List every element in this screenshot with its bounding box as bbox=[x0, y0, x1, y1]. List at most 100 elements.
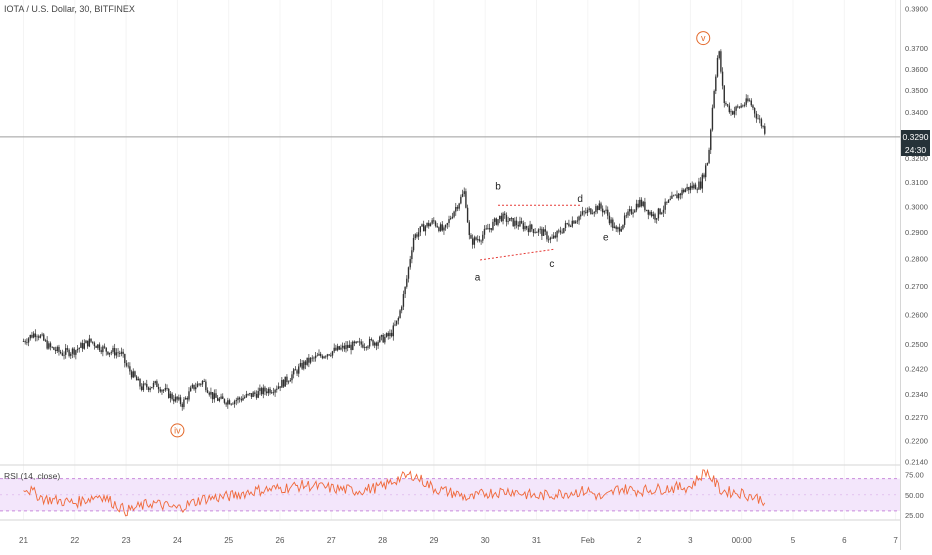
time-tick-label: 6 bbox=[842, 536, 847, 545]
candle-body bbox=[704, 165, 707, 178]
candle-body bbox=[193, 384, 195, 390]
candle-body bbox=[375, 342, 378, 346]
candle-body bbox=[628, 209, 631, 212]
candle-body bbox=[725, 102, 727, 105]
candle-body bbox=[213, 393, 216, 400]
candle-body bbox=[168, 388, 170, 399]
candle-body bbox=[461, 194, 464, 197]
candle-body bbox=[113, 348, 116, 356]
candle-body bbox=[240, 399, 243, 401]
time-tick-label: 2 bbox=[637, 536, 642, 545]
candle-body bbox=[576, 220, 579, 222]
time-tick-label: 22 bbox=[70, 536, 79, 545]
candle-body bbox=[357, 341, 359, 343]
candle-body bbox=[100, 350, 102, 353]
candle-body bbox=[661, 212, 663, 214]
price-tick-label: 0.2140 bbox=[905, 458, 928, 467]
candle-body bbox=[698, 181, 700, 190]
candle-body bbox=[580, 214, 582, 217]
candle-body bbox=[522, 223, 525, 230]
candle-body bbox=[292, 369, 295, 375]
candle-body bbox=[156, 381, 158, 387]
wave-label-circle bbox=[170, 423, 185, 438]
price-tick-label: 0.2900 bbox=[905, 228, 928, 237]
candle-body bbox=[183, 399, 185, 408]
candle-body bbox=[141, 386, 143, 391]
candle-body bbox=[387, 333, 389, 337]
candle-body bbox=[122, 351, 124, 354]
candle-body bbox=[623, 215, 626, 225]
price-tick-label: 0.2340 bbox=[905, 390, 928, 399]
candle-body bbox=[149, 388, 151, 390]
candle-body bbox=[527, 228, 530, 233]
candle-body bbox=[402, 294, 405, 307]
candle-body bbox=[264, 387, 266, 392]
candle-body bbox=[350, 344, 352, 350]
candle-body bbox=[205, 381, 207, 391]
candle-body bbox=[390, 332, 393, 337]
candle-body bbox=[255, 393, 258, 398]
candle-body bbox=[345, 345, 347, 350]
candle-body bbox=[436, 225, 438, 228]
candle-body bbox=[595, 206, 597, 212]
candle-body bbox=[667, 199, 670, 203]
candle-body bbox=[566, 223, 568, 224]
candle-body bbox=[171, 393, 173, 400]
candle-body bbox=[743, 104, 746, 106]
wave-label: a bbox=[475, 273, 481, 284]
candle-body bbox=[29, 334, 31, 339]
candle-body bbox=[355, 341, 357, 344]
candle-body bbox=[515, 220, 518, 226]
candle-body bbox=[715, 76, 717, 92]
wave-label: c bbox=[549, 259, 554, 270]
candle-body bbox=[625, 215, 628, 217]
candle-body bbox=[154, 381, 156, 383]
candle-body bbox=[333, 347, 335, 352]
last-price-tag[interactable]: 0.3290 24:30 bbox=[901, 130, 930, 156]
candle-body bbox=[195, 387, 197, 390]
candle-body bbox=[694, 184, 697, 190]
wave-label: v bbox=[701, 33, 706, 43]
candle-body bbox=[188, 391, 190, 400]
candle-body bbox=[238, 397, 241, 400]
candle-body bbox=[627, 211, 629, 216]
last-price-tag-box bbox=[901, 130, 930, 143]
candle-body bbox=[689, 185, 692, 191]
candle-body bbox=[529, 224, 531, 233]
candle-body bbox=[674, 194, 676, 196]
candle-body bbox=[487, 228, 489, 230]
candle-body bbox=[196, 383, 199, 388]
candle-body bbox=[735, 106, 737, 111]
time-tick-label: 27 bbox=[327, 536, 336, 545]
candle-body bbox=[313, 357, 315, 359]
candle-body bbox=[760, 119, 763, 127]
candle-body bbox=[601, 208, 604, 213]
candle-body bbox=[676, 194, 678, 199]
candle-body bbox=[294, 369, 297, 371]
candle-body bbox=[750, 100, 752, 106]
candle-body bbox=[634, 210, 636, 213]
candle-body bbox=[525, 226, 528, 229]
candle-body bbox=[404, 286, 406, 295]
candle-body bbox=[54, 349, 57, 352]
time-tick-label: 23 bbox=[122, 536, 131, 545]
candle-body bbox=[102, 346, 104, 353]
candle-body bbox=[110, 351, 113, 353]
candle-body bbox=[726, 104, 729, 106]
candle-body bbox=[740, 105, 742, 108]
candle-body bbox=[713, 91, 715, 108]
time-tick-label: 00:00 bbox=[732, 536, 753, 545]
candle-body bbox=[328, 354, 330, 356]
candle-body bbox=[71, 348, 74, 354]
candle-body bbox=[348, 344, 351, 348]
candle-body bbox=[124, 353, 126, 364]
candle-body bbox=[389, 332, 391, 337]
candle-body bbox=[483, 228, 486, 235]
candle-body bbox=[759, 118, 761, 120]
candle-body bbox=[622, 224, 624, 229]
candle-body bbox=[411, 250, 413, 260]
candle-body bbox=[720, 51, 722, 72]
candle-body bbox=[686, 187, 688, 190]
candle-body bbox=[753, 107, 756, 114]
